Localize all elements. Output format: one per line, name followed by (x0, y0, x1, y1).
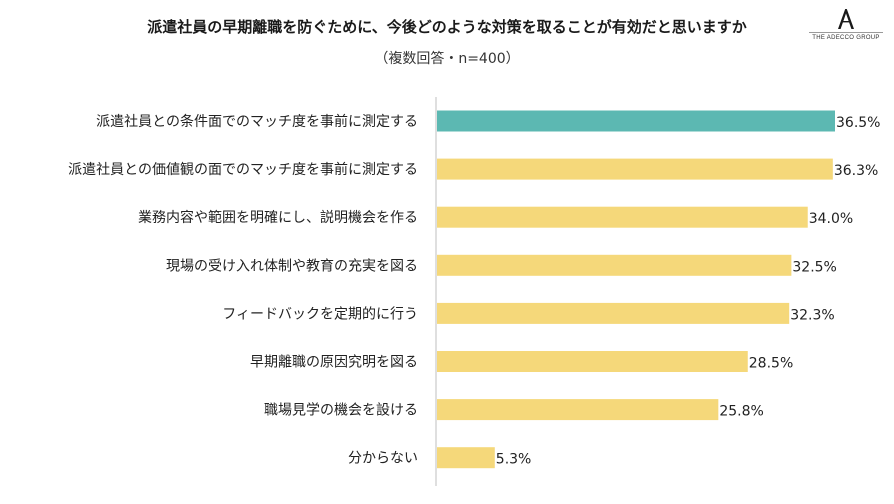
value-label-2: 36.3% (834, 163, 878, 179)
category-label-1: 派遣社員との条件面でのマッチ度を事前に測定する (96, 113, 418, 130)
value-label-3: 34.0% (809, 211, 853, 227)
value-label-8: 5.3% (496, 452, 532, 468)
category-label-8: 分からない (348, 451, 418, 467)
category-label-2: 派遣社員との価値観の面でのマッチ度を事前に測定する (68, 161, 418, 178)
chart-title: 派遣社員の早期離職を防ぐために、今後どのような対策を取ることが有効だと思いますか (147, 18, 747, 36)
bar-2 (437, 158, 833, 180)
value-label-6: 28.5% (749, 356, 793, 372)
bar-4 (437, 254, 792, 276)
value-label-5: 32.3% (790, 307, 834, 323)
bar-1 (437, 110, 835, 132)
category-label-5: フィードバックを定期的に行う (222, 306, 418, 322)
category-label-4: 現場の受け入れ体制や教育の充実を図る (166, 258, 418, 274)
bar-8 (437, 447, 495, 469)
bar-6 (437, 351, 748, 372)
bar-5 (437, 302, 790, 324)
bar-7 (437, 399, 719, 421)
value-label-1: 36.5% (836, 115, 880, 131)
category-label-7: 職場見学の機会を設ける (264, 403, 418, 419)
adecco-logo-icon (838, 9, 854, 29)
value-label-7: 25.8% (719, 404, 763, 420)
category-label-6: 早期離職の原因究明を図る (250, 354, 418, 371)
logo-divider (809, 32, 883, 33)
value-label-4: 32.5% (792, 259, 836, 275)
logo-text: THE ADECCO GROUP (812, 35, 880, 41)
chart-subtitle: （複数回答・n=400） (374, 51, 520, 67)
company-logo: THE ADECCO GROUP (806, 8, 886, 50)
category-label-3: 業務内容や範囲を明確にし、説明機会を作る (138, 209, 418, 226)
bar-3 (437, 206, 808, 228)
